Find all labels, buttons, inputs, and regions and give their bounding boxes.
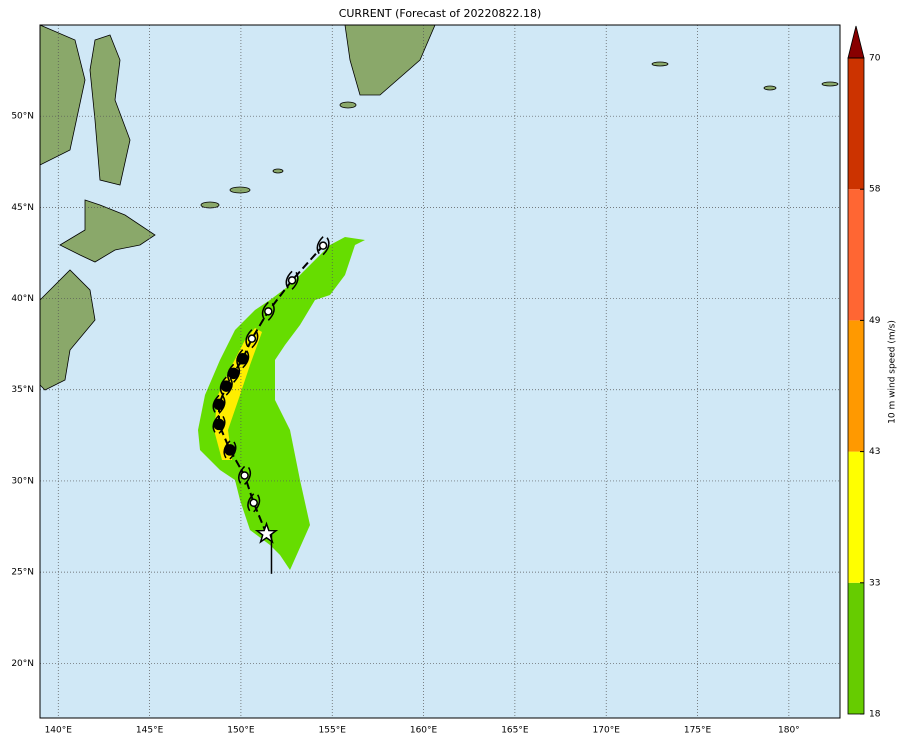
lat-tick-label: 30°N [11,476,34,486]
lon-tick-label: 155°E [319,726,347,736]
lon-tick-label: 160°E [410,726,438,736]
wind-field [198,237,365,570]
track-point [247,334,257,343]
colorbar-segment [848,58,864,190]
ocean [40,25,840,718]
track-point [287,276,297,285]
lat-tick-label: 25°N [11,568,34,578]
lat-tick-label: 20°N [11,659,34,669]
colorbar-tick-label: 33 [869,578,880,588]
track-point [318,241,328,250]
lon-tick-label: 175°E [684,726,712,736]
wind-field-strong [214,328,262,460]
track-point [213,418,225,431]
colorbar-tick-label: 70 [869,54,881,64]
lon-tick-label: 165°E [501,726,529,736]
colorbar-tick-label: 43 [869,447,880,457]
track-symbol-arm [261,301,275,321]
colorbar-segment [848,582,864,714]
lon-tick-label: 170°E [593,726,621,736]
track-point [220,380,233,392]
lat-tick-label: 40°N [11,294,34,304]
lon-tick-label: 145°E [136,726,164,736]
track-point [254,521,279,544]
track-symbol-arm [245,329,259,349]
lat-tick-label: 45°N [11,203,34,213]
track-point [227,367,240,380]
colorbar-extend [847,25,865,59]
lon-tick-label: 150°E [227,726,255,736]
colorbar-segment [848,451,864,583]
colorbar-segment [848,320,864,452]
lat-tick-label: 35°N [11,385,34,395]
track-point [264,307,273,316]
track-point [249,498,258,508]
land [39,24,839,391]
track-point [213,398,225,411]
lon-tick-label: 140°E [45,726,73,736]
colorbar-label: 10 m wind speed (m/s) [888,320,898,424]
lat-tick-label: 50°N [11,112,34,122]
track-point [236,352,249,365]
map-title: CURRENT (Forecast of 20220822.18) [339,7,542,20]
colorbar-tick-label: 49 [869,316,881,326]
track-symbol-arm [247,493,261,513]
track-point [224,444,236,456]
lon-tick-label: 180° [778,726,800,736]
track-symbol-arm [285,270,299,290]
map-frame [39,24,841,719]
colorbar-tick-label: 58 [869,185,881,195]
colorbar-segment [848,189,864,321]
track-point [240,471,249,480]
colorbar-frame [847,57,865,715]
track-symbol-arm [316,236,330,256]
colorbar-tick-label: 18 [869,710,881,720]
track-symbol-arm [238,465,252,485]
